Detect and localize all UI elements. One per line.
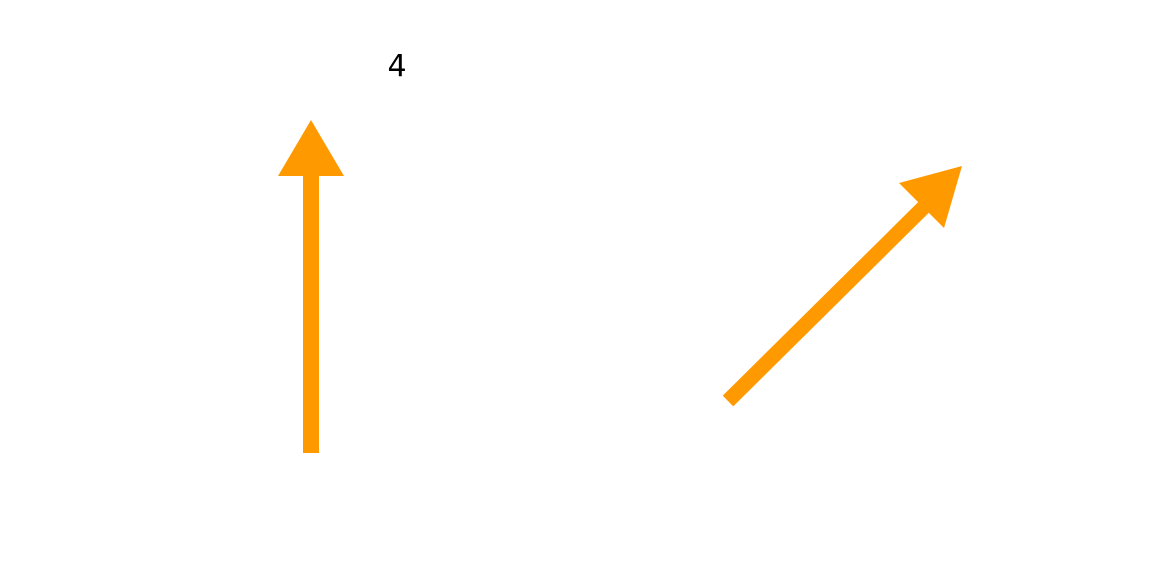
vertical-arrow-icon <box>278 120 344 453</box>
vertical-arrow-head <box>278 120 344 176</box>
diagonal-arrow-head <box>899 166 962 228</box>
diagonal-arrow-shaft <box>722 197 934 407</box>
diagonal-arrow-icon <box>722 166 962 407</box>
vertical-arrow-shaft <box>303 172 319 453</box>
number-label: 4 <box>387 49 406 84</box>
